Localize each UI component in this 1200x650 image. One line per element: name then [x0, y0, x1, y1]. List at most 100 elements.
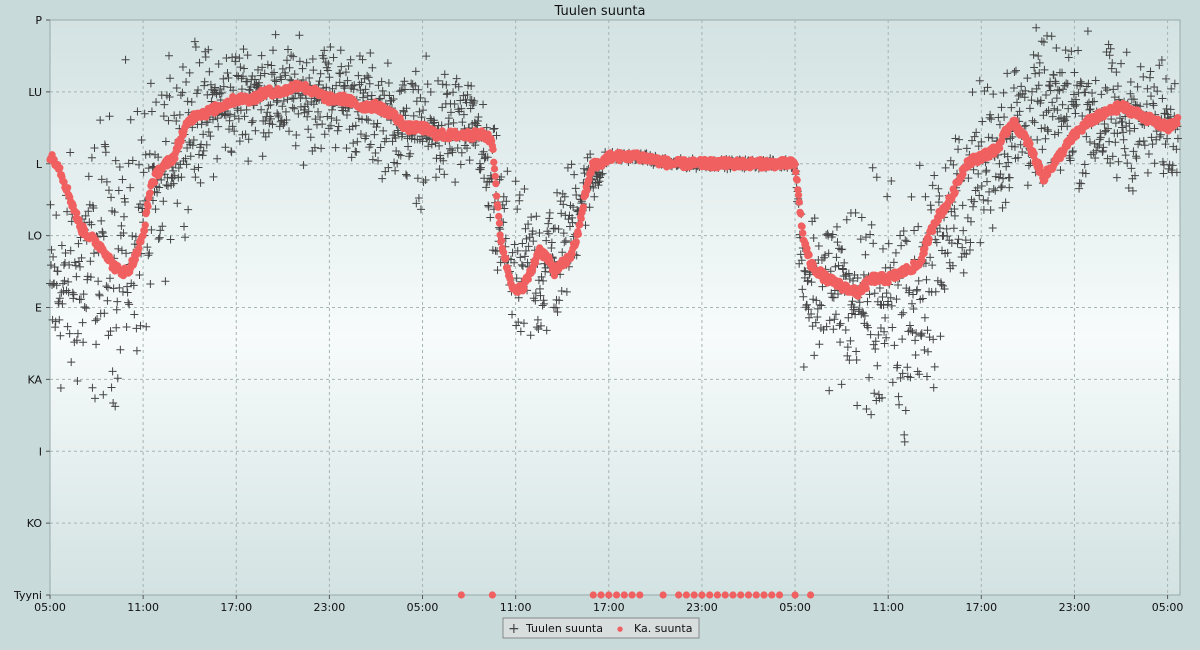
tuulen-suunta-point [339, 82, 348, 91]
tuulen-suunta-point [242, 105, 251, 114]
tuulen-suunta-point [105, 112, 114, 121]
tuulen-suunta-point [261, 116, 270, 125]
tuulen-suunta-point [241, 130, 250, 139]
tuulen-suunta-point [1090, 97, 1099, 106]
tuulen-suunta-point [449, 88, 458, 97]
tuulen-suunta-point [89, 249, 98, 258]
tuulen-suunta-point [1044, 106, 1053, 115]
tuulen-suunta-point [1172, 145, 1181, 154]
tuulen-suunta-point [253, 65, 262, 74]
ka-suunta-point [495, 219, 504, 227]
tuulen-suunta-point [870, 389, 879, 398]
tuulen-suunta-point [975, 76, 984, 85]
tuulen-suunta-point [984, 133, 993, 142]
y-tick-label: L [36, 158, 43, 171]
tuulen-suunta-point [470, 96, 479, 105]
tuulen-suunta-point [93, 315, 102, 324]
tuulen-suunta-point [844, 269, 853, 278]
tuulen-suunta-point [857, 213, 866, 222]
tuulen-suunta-point [1126, 89, 1135, 98]
tuulen-suunta-point [1121, 151, 1130, 160]
tuulen-suunta-point [51, 323, 60, 332]
tuulen-suunta-point [1004, 158, 1013, 167]
tuulen-suunta-point [118, 175, 127, 184]
tuulen-suunta-point [817, 301, 826, 310]
tuulen-suunta-point [155, 233, 164, 242]
tuulen-suunta-point [836, 319, 845, 328]
tuulen-suunta-point [881, 313, 890, 322]
tuulen-suunta-point [221, 111, 230, 120]
tuulen-suunta-point [873, 361, 882, 370]
tuulen-suunta-point [400, 77, 409, 86]
y-tick-label: KA [27, 373, 42, 386]
tuulen-suunta-point [404, 142, 413, 151]
tuulen-suunta-point [185, 68, 194, 77]
tuulen-suunta-point [510, 240, 519, 249]
tuulen-suunta-point [303, 112, 312, 121]
tuulen-suunta-point [1122, 48, 1131, 57]
tuulen-suunta-point [336, 69, 345, 78]
tuulen-suunta-point [166, 74, 175, 83]
tuulen-suunta-point [849, 276, 858, 285]
tuulen-suunta-point [1076, 77, 1085, 86]
tuulen-suunta-point [486, 213, 495, 222]
tuulen-suunta-point [209, 172, 218, 181]
x-tick-label: 05:00 [34, 601, 66, 614]
tuulen-suunta-point [1039, 38, 1048, 47]
ka-suunta-point [1026, 140, 1034, 148]
tuulen-suunta-point [107, 193, 116, 202]
tuulen-suunta-point [1074, 46, 1083, 55]
tuulen-suunta-point [165, 51, 174, 60]
tuulen-suunta-point [1148, 140, 1157, 149]
tuulen-suunta-point [905, 286, 914, 295]
tuulen-suunta-point [196, 178, 205, 187]
tuulen-suunta-point [572, 190, 581, 199]
tuulen-suunta-point [63, 207, 72, 216]
tuulen-suunta-point [230, 127, 239, 136]
tuulen-suunta-point [84, 207, 93, 216]
tuulen-suunta-point [263, 60, 272, 69]
tuulen-suunta-point [1052, 94, 1061, 103]
tuulen-suunta-point [920, 313, 929, 322]
tuulen-suunta-point [946, 156, 955, 165]
tuulen-suunta-point [235, 137, 244, 146]
tuulen-suunta-point [1118, 123, 1127, 132]
tuulen-suunta-point [949, 224, 958, 233]
tuulen-suunta-point [454, 82, 463, 91]
tuulen-suunta-point [342, 110, 351, 119]
tuulen-suunta-point [126, 115, 135, 124]
tuulen-suunta-point [191, 173, 200, 182]
tuulen-suunta-point [932, 238, 941, 247]
tuulen-suunta-point [1077, 79, 1086, 88]
tuulen-suunta-point [1167, 84, 1176, 93]
tuulen-suunta-point [970, 197, 979, 206]
tuulen-suunta-point [1117, 59, 1126, 68]
tuulen-suunta-point [535, 228, 544, 237]
ka-suunta-calm-point [620, 591, 628, 599]
tuulen-suunta-point [65, 260, 74, 269]
tuulen-suunta-point [937, 280, 946, 289]
ka-suunta-point [141, 221, 149, 229]
tuulen-suunta-point [308, 54, 317, 63]
ka-suunta-point [805, 251, 813, 259]
tuulen-suunta-point [531, 289, 540, 298]
tuulen-suunta-point [1119, 128, 1128, 137]
tuulen-suunta-point [1018, 148, 1027, 157]
tuulen-suunta-point [832, 222, 841, 231]
tuulen-suunta-point [135, 270, 144, 279]
tuulen-suunta-point [559, 200, 568, 209]
tuulen-suunta-point [473, 116, 482, 125]
ka-suunta-point [56, 164, 64, 172]
tuulen-suunta-point [998, 203, 1007, 212]
tuulen-suunta-point [394, 150, 403, 159]
tuulen-suunta-point [1048, 98, 1057, 107]
tuulen-suunta-point [1104, 124, 1113, 133]
tuulen-suunta-point [146, 280, 155, 289]
tuulen-suunta-point [172, 83, 181, 92]
tuulen-suunta-point [315, 77, 324, 86]
ka-suunta-point [921, 244, 929, 253]
tuulen-suunta-point [169, 179, 178, 188]
tuulen-suunta-point [807, 310, 816, 319]
tuulen-suunta-point [225, 116, 234, 125]
